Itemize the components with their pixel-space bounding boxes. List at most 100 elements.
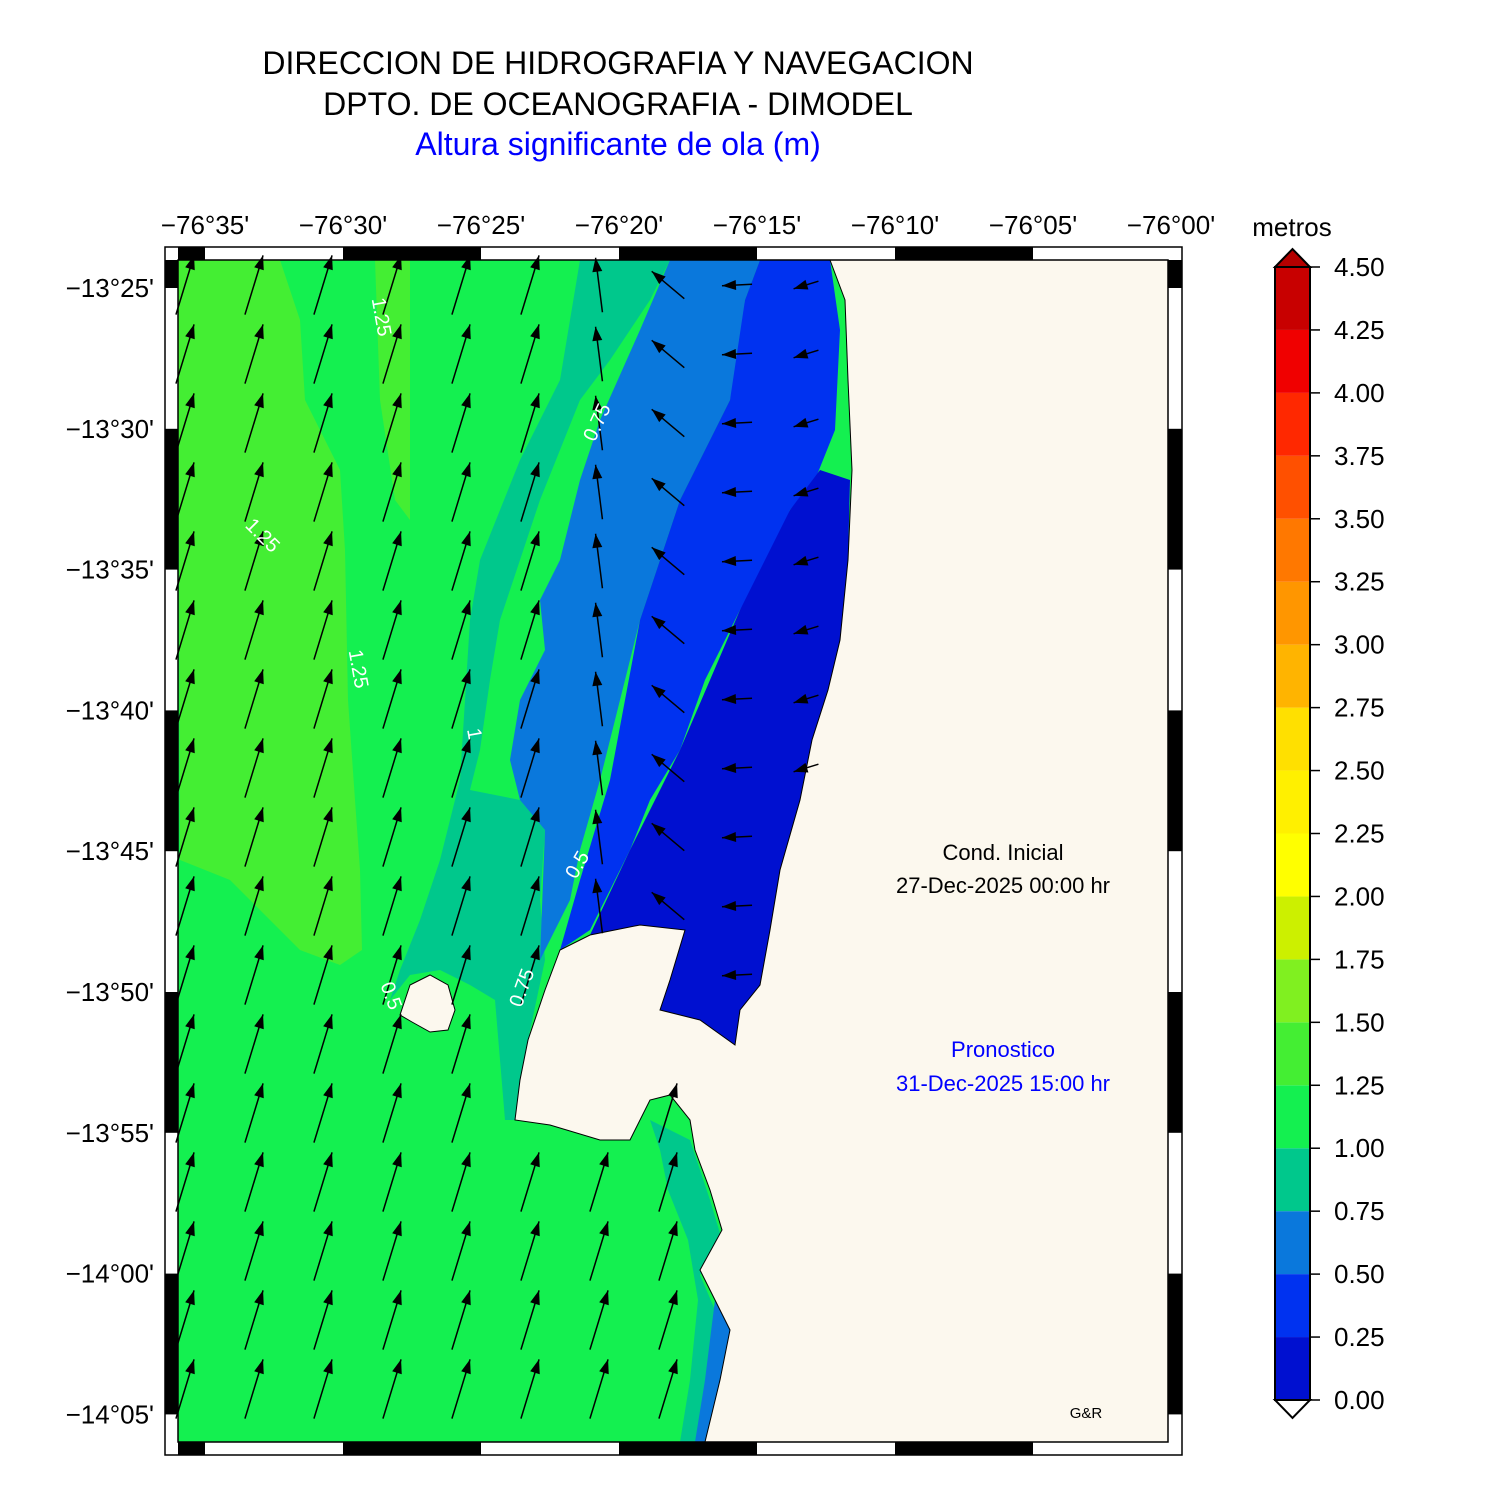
- wave-arrow: [175, 1152, 195, 1212]
- arrow-head: [530, 255, 540, 271]
- arrow-head: [651, 409, 666, 423]
- colorbar-label: 0.00: [1334, 1385, 1385, 1415]
- wave-arrow: [721, 694, 753, 705]
- arrow-head: [185, 462, 195, 478]
- wave-arrow: [175, 1083, 195, 1143]
- wave-arrow: [721, 487, 753, 498]
- wave-arrow: [175, 1014, 195, 1074]
- wave-zone: [510, 260, 760, 1442]
- arrow-head: [461, 807, 471, 823]
- arrow-head: [323, 600, 333, 616]
- wave-arrow: [651, 615, 685, 645]
- wave-arrow: [244, 462, 264, 522]
- wave-arrow: [313, 393, 333, 453]
- wave-arrow: [313, 669, 333, 729]
- lat-label: −13°40': [66, 695, 154, 725]
- colorbar-label: 3.50: [1334, 504, 1385, 534]
- wave-arrow: [520, 1290, 540, 1350]
- colorbar-label: 3.00: [1334, 630, 1385, 660]
- arrow-head: [461, 1221, 471, 1237]
- colorbar-label: 1.75: [1334, 944, 1385, 974]
- wave-arrow: [175, 876, 195, 936]
- arrow-head: [461, 1152, 471, 1168]
- arrow-head: [392, 462, 402, 478]
- lat-label: −13°30': [66, 414, 154, 444]
- wave-arrow: [520, 876, 540, 936]
- wave-arrow: [313, 255, 333, 315]
- credit: G&R: [1070, 1405, 1103, 1422]
- wave-arrow: [313, 1359, 333, 1419]
- arrow-head: [592, 257, 603, 273]
- lon-label: −76°00': [1127, 210, 1215, 240]
- arrow-head: [185, 1152, 195, 1168]
- arrow-head: [392, 738, 402, 754]
- wave-arrow: [244, 669, 264, 729]
- arrow-head: [793, 693, 809, 704]
- wave-arrow: [175, 738, 195, 798]
- wave-arrow: [244, 531, 264, 591]
- wave-arrow: [651, 822, 685, 852]
- arrow-head: [254, 807, 264, 823]
- frame-bar: [178, 1442, 205, 1455]
- wave-arrow: [244, 1290, 264, 1350]
- wave-arrow: [175, 1290, 195, 1350]
- frame-bar: [343, 1442, 481, 1455]
- arrow-head: [530, 462, 540, 478]
- frame-bar: [1168, 1273, 1182, 1415]
- arrow-head: [254, 1014, 264, 1030]
- arrow-head: [461, 1014, 471, 1030]
- wave-arrow: [451, 1359, 471, 1419]
- arrow-head: [530, 393, 540, 409]
- wave-zone: [560, 260, 840, 950]
- arrow-head: [254, 1083, 264, 1099]
- arrow-head: [185, 1221, 195, 1237]
- wave-arrow: [382, 945, 402, 1005]
- arrow-head: [461, 324, 471, 340]
- colorbar-label: 2.00: [1334, 881, 1385, 911]
- wave-arrow: [451, 669, 471, 729]
- arrow-head: [254, 669, 264, 685]
- wave-arrow: [658, 1083, 678, 1143]
- arrow-head: [323, 738, 333, 754]
- arrow-head: [323, 876, 333, 892]
- wave-arrow: [313, 324, 333, 384]
- arrow-head: [599, 1290, 609, 1306]
- arrow-head: [185, 738, 195, 754]
- wave-arrow: [451, 1152, 471, 1212]
- arrow-head: [254, 1290, 264, 1306]
- annotation: 27-Dec-2025 00:00 hr: [896, 873, 1110, 898]
- arrow-head: [721, 487, 737, 498]
- colorbar-label: 4.00: [1334, 378, 1385, 408]
- wave-arrows: [175, 255, 819, 1419]
- arrow-head: [530, 531, 540, 547]
- wave-arrow: [313, 1083, 333, 1143]
- wave-arrow: [175, 462, 195, 522]
- arrow-head: [323, 393, 333, 409]
- wave-arrow: [721, 349, 753, 360]
- map-frame: [164, 246, 1183, 1456]
- colorbar-label: 1.25: [1334, 1070, 1385, 1100]
- wave-arrow: [244, 738, 264, 798]
- wave-arrow: [175, 669, 195, 729]
- arrow-head: [592, 809, 603, 825]
- wave-arrow: [592, 326, 604, 382]
- arrow-head: [461, 876, 471, 892]
- wave-arrow: [721, 625, 753, 636]
- wave-arrow: [592, 464, 604, 520]
- wave-arrow: [382, 1014, 402, 1074]
- wave-arrow: [451, 531, 471, 591]
- arrow-head: [461, 945, 471, 961]
- wave-arrow: [651, 891, 685, 921]
- wave-arrow: [589, 1221, 609, 1281]
- arrow-head: [254, 324, 264, 340]
- arrow-head: [651, 340, 666, 354]
- arrow-head: [793, 555, 809, 566]
- colorbar-label: 1.00: [1334, 1133, 1385, 1163]
- arrow-head: [392, 1290, 402, 1306]
- arrow-head: [323, 255, 333, 271]
- arrow-head: [254, 531, 264, 547]
- arrow-head: [461, 600, 471, 616]
- wave-arrow: [658, 1152, 678, 1212]
- arrow-head: [254, 255, 264, 271]
- arrow-head: [651, 478, 666, 492]
